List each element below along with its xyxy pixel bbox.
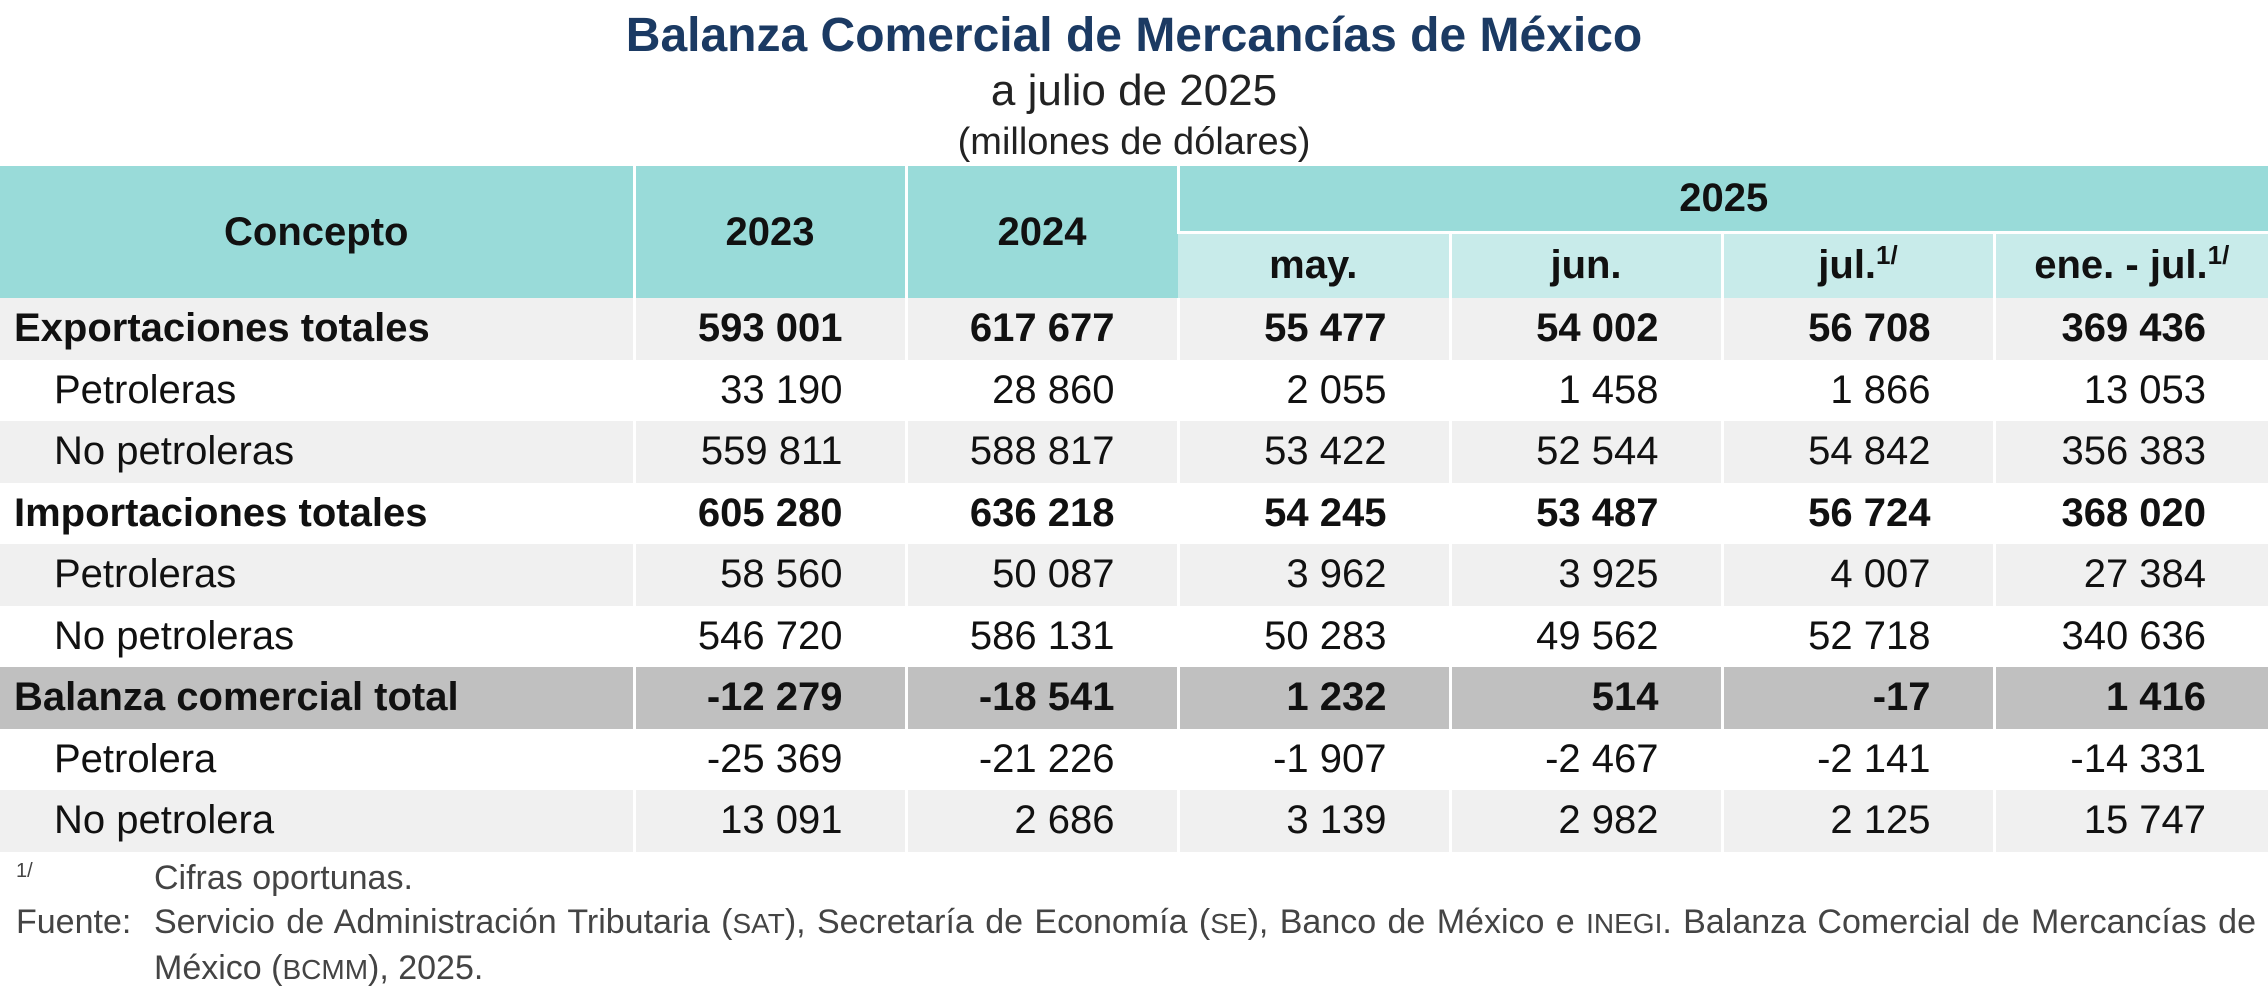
table-subtitle: a julio de 2025 <box>990 66 1278 115</box>
cell-value: 369 436 <box>1992 298 2268 360</box>
source-key: Fuente: <box>16 903 132 941</box>
cell-value: 2 982 <box>1448 790 1722 852</box>
row-label: Petroleras <box>0 544 634 606</box>
trade-balance-table: Concepto 2023 2024 2025 may. jun. jul.1/… <box>0 166 2268 852</box>
cell-value: 368 020 <box>1992 482 2268 544</box>
header-month-jul: jul.1/ <box>1720 230 1994 298</box>
cell-value: -21 226 <box>904 728 1178 790</box>
table-row: Petrolera -25 369 -21 226 -1 907 -2 467 … <box>0 728 2268 790</box>
cell-value: -2 467 <box>1448 728 1722 790</box>
cell-value: 2 686 <box>904 790 1178 852</box>
cell-value: 54 842 <box>1720 421 1994 483</box>
cell-value: 53 422 <box>1176 421 1450 483</box>
row-label: No petrolera <box>0 790 634 852</box>
cell-value: 49 562 <box>1448 605 1722 667</box>
cell-value: 56 724 <box>1720 482 1994 544</box>
cell-value: 28 860 <box>904 359 1178 421</box>
row-label: No petroleras <box>0 421 634 483</box>
header-month-may: may. <box>1178 230 1450 298</box>
cell-value: 514 <box>1448 667 1722 729</box>
cell-value: 55 477 <box>1176 298 1450 360</box>
cell-value: 340 636 <box>1992 605 2268 667</box>
cell-value: -18 541 <box>904 667 1178 729</box>
cell-value: 593 001 <box>632 298 906 360</box>
cell-value: 54 002 <box>1448 298 1722 360</box>
table-notes: 1/ Cifras oportunas. Fuente: Servicio de… <box>16 856 2256 992</box>
header-concept: Concepto <box>0 166 634 298</box>
cell-value: 605 280 <box>632 482 906 544</box>
row-label: No petroleras <box>0 605 634 667</box>
cell-value: 3 925 <box>1448 544 1722 606</box>
header-month-jun: jun. <box>1448 230 1722 298</box>
table-row-total: Balanza comercial total -12 279 -18 541 … <box>0 667 2268 729</box>
units-label: (millones de dólares) <box>957 121 1311 163</box>
cell-value: -12 279 <box>632 667 906 729</box>
cell-value: 52 544 <box>1448 421 1722 483</box>
cell-value: 58 560 <box>632 544 906 606</box>
source-text: Servicio de Administración Tributaria (S… <box>154 903 2256 987</box>
table-row: Exportaciones totales 593 001 617 677 55… <box>0 298 2268 360</box>
cell-value: 54 245 <box>1176 482 1450 544</box>
cell-value: 13 053 <box>1992 359 2268 421</box>
source-note: Fuente: Servicio de Administración Tribu… <box>16 900 2256 992</box>
row-label: Balanza comercial total <box>0 667 634 729</box>
table-row: No petroleras 559 811 588 817 53 422 52 … <box>0 421 2268 483</box>
cell-value: 3 962 <box>1176 544 1450 606</box>
cell-value: 27 384 <box>1992 544 2268 606</box>
footnote-key: 1/ <box>16 860 33 882</box>
cell-value: -25 369 <box>632 728 906 790</box>
header-month-ene-jul: ene. - jul.1/ <box>1992 230 2268 298</box>
cell-value: 3 139 <box>1176 790 1450 852</box>
footnote-mark: 1/ <box>1876 240 1898 271</box>
cell-value: 53 487 <box>1448 482 1722 544</box>
cell-value: 50 283 <box>1176 605 1450 667</box>
cell-value: 559 811 <box>632 421 906 483</box>
cell-value: 33 190 <box>632 359 906 421</box>
cell-value: -14 331 <box>1992 728 2268 790</box>
table-row: No petrolera 13 091 2 686 3 139 2 982 2 … <box>0 790 2268 852</box>
footnote: 1/ Cifras oportunas. <box>16 856 2256 900</box>
cell-value: -17 <box>1720 667 1994 729</box>
cell-value: -2 141 <box>1720 728 1994 790</box>
cell-value: 586 131 <box>904 605 1178 667</box>
cell-value: 13 091 <box>632 790 906 852</box>
table-row: No petroleras 546 720 586 131 50 283 49 … <box>0 605 2268 667</box>
footnote-mark: 1/ <box>2207 240 2230 271</box>
row-label: Importaciones totales <box>0 482 634 544</box>
cell-value: 588 817 <box>904 421 1178 483</box>
cell-value: 617 677 <box>904 298 1178 360</box>
cell-value: 2 055 <box>1176 359 1450 421</box>
cell-value: 4 007 <box>1720 544 1994 606</box>
cell-value: 1 866 <box>1720 359 1994 421</box>
cell-value: 636 218 <box>904 482 1178 544</box>
table-row: Petroleras 58 560 50 087 3 962 3 925 4 0… <box>0 544 2268 606</box>
cell-value: 1 232 <box>1176 667 1450 729</box>
table-row: Importaciones totales 605 280 636 218 54… <box>0 482 2268 544</box>
cell-value: 52 718 <box>1720 605 1994 667</box>
row-label: Petroleras <box>0 359 634 421</box>
cell-value: 56 708 <box>1720 298 1994 360</box>
cell-value: 1 458 <box>1448 359 1722 421</box>
cell-value: 50 087 <box>904 544 1178 606</box>
cell-value: 15 747 <box>1992 790 2268 852</box>
cell-value: 356 383 <box>1992 421 2268 483</box>
footnote-text: Cifras oportunas. <box>154 859 413 897</box>
cell-value: 2 125 <box>1720 790 1994 852</box>
cell-value: 546 720 <box>632 605 906 667</box>
table-title: Balanza Comercial de Mercancías de Méxic… <box>625 9 1643 62</box>
cell-value: 1 416 <box>1992 667 2268 729</box>
header-2023: 2023 <box>632 166 906 298</box>
cell-value: -1 907 <box>1176 728 1450 790</box>
header-2025: 2025 <box>1176 166 2268 232</box>
table-row: Petroleras 33 190 28 860 2 055 1 458 1 8… <box>0 359 2268 421</box>
row-label: Petrolera <box>0 728 634 790</box>
header-2024: 2024 <box>904 166 1178 298</box>
row-label: Exportaciones totales <box>0 298 634 360</box>
